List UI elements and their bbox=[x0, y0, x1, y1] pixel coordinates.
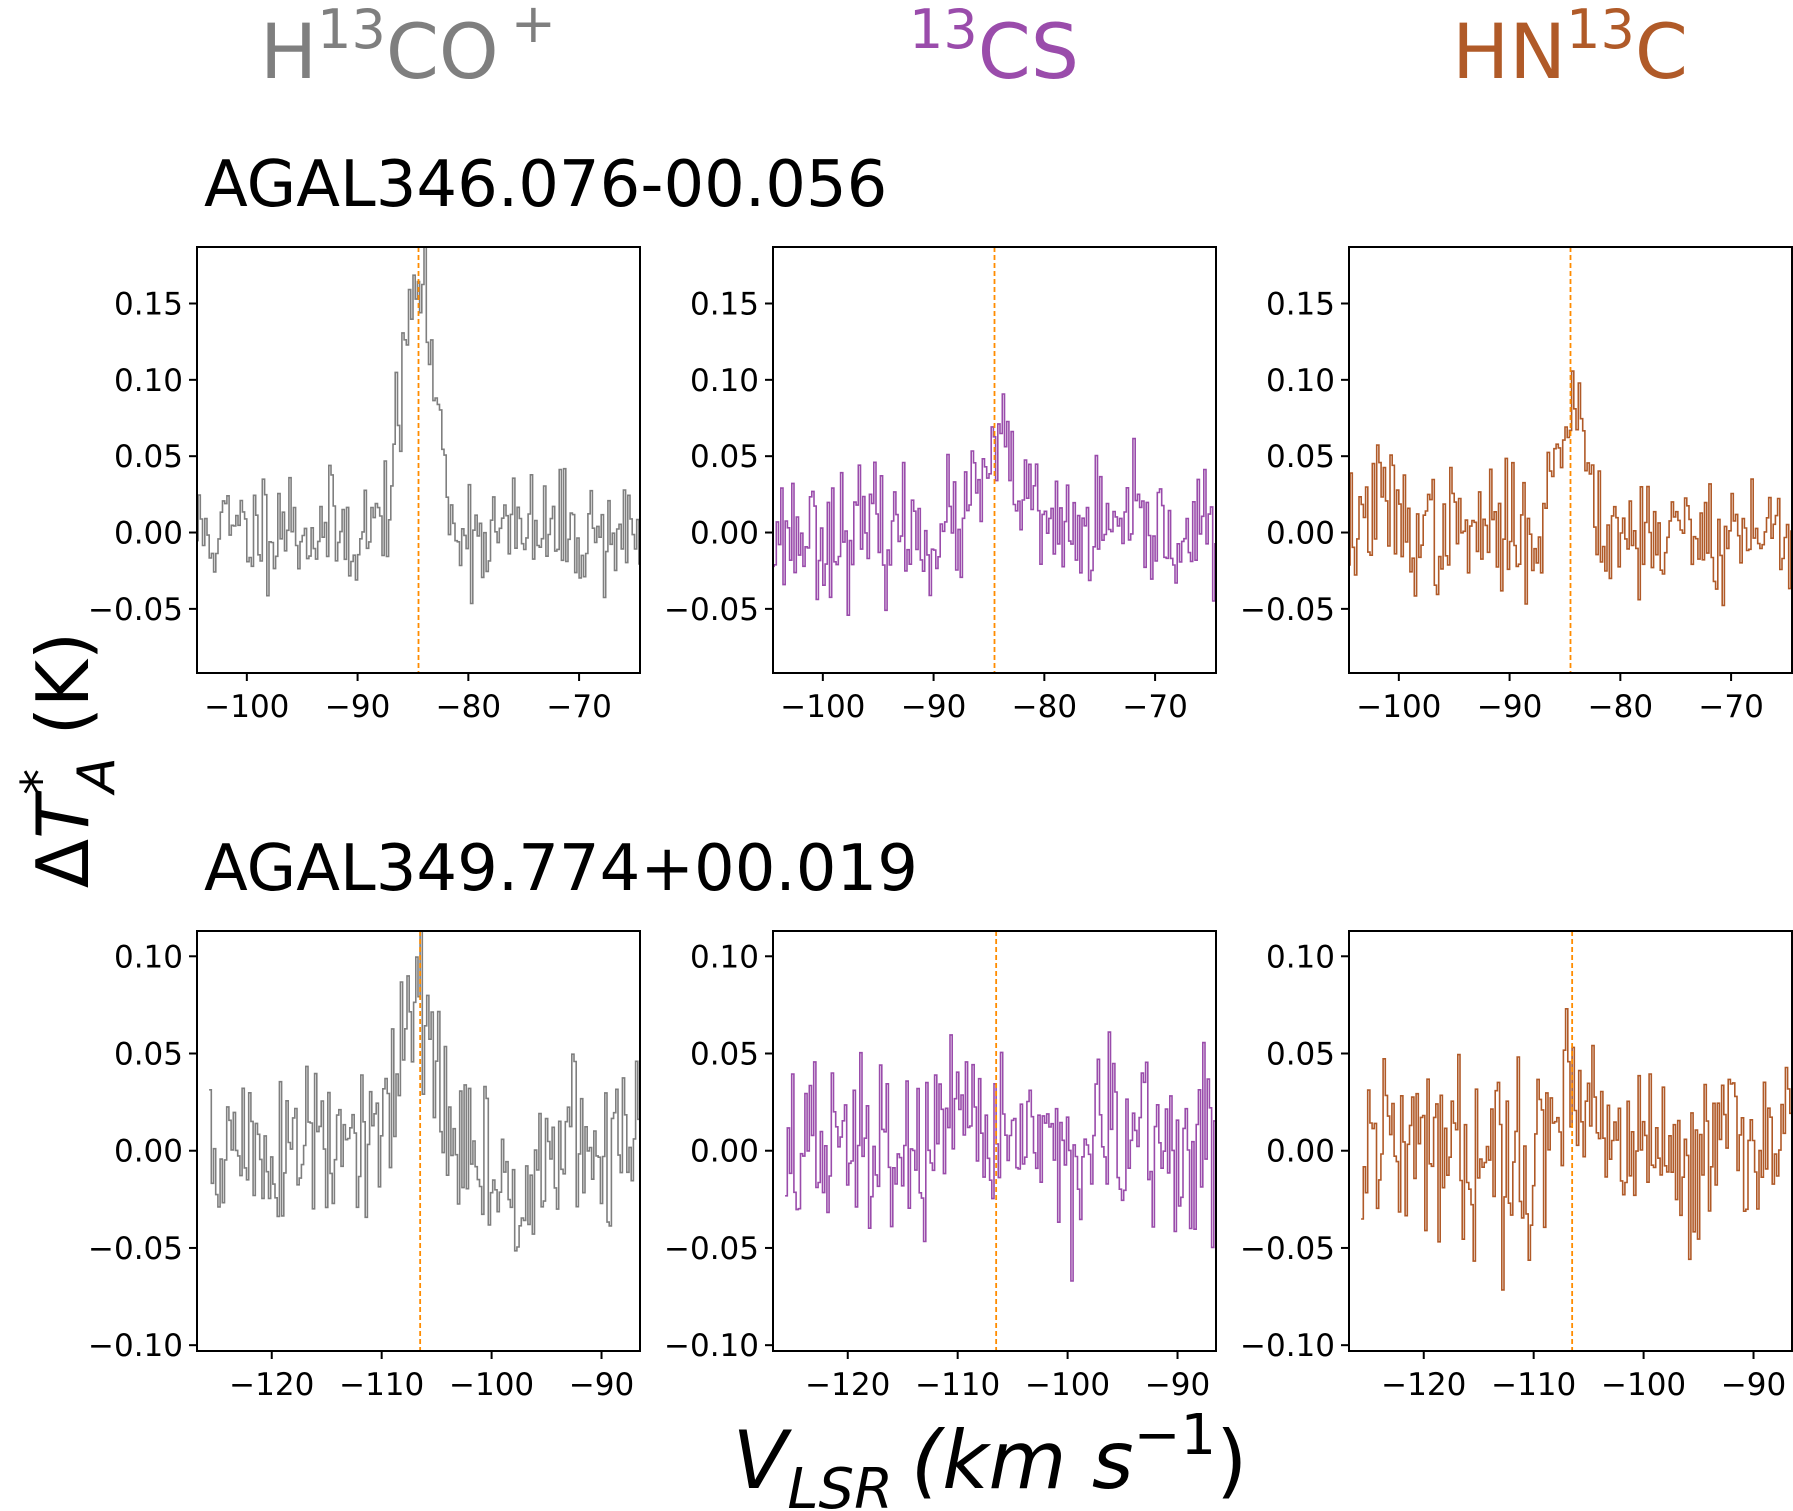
panel-frame bbox=[772, 246, 1217, 674]
panel-row1-hn13c: 0.15 0.10 0.05 0.00 −0.05 −100 −90 −80 −70 bbox=[1240, 246, 1793, 725]
x-tick-label: −90 bbox=[1721, 1367, 1786, 1403]
y-tick-label: −0.05 bbox=[1240, 1231, 1335, 1267]
x-tick-label: −110 bbox=[1491, 1367, 1576, 1403]
y-tick-label: −0.05 bbox=[1240, 592, 1335, 628]
x-tick-label: −70 bbox=[546, 689, 611, 725]
y-tick-label: 0.00 bbox=[1266, 516, 1335, 552]
x-tick-label: −80 bbox=[1012, 689, 1077, 725]
x-tick-label: −70 bbox=[1122, 689, 1187, 725]
y-tick-label: 0.10 bbox=[690, 363, 759, 399]
y-tick-label: −0.10 bbox=[664, 1328, 759, 1364]
y-tick-label: −0.05 bbox=[664, 592, 759, 628]
panel-frame bbox=[196, 246, 641, 674]
panel-row2-13cs: 0.10 0.05 0.00 −0.05 −0.10 −120 −110 −100 −90 bbox=[664, 930, 1217, 1403]
y-tick-label: 0.10 bbox=[1266, 939, 1335, 975]
x-tick-label: −90 bbox=[569, 1367, 634, 1403]
y-tick-label: 0.15 bbox=[690, 286, 759, 322]
panel-frame bbox=[196, 930, 641, 1352]
panel-row1-h13co: 0.15 0.10 0.05 0.00 −0.05 −100 −90 −80 −70 bbox=[88, 246, 641, 725]
y-tick-label: −0.05 bbox=[88, 592, 183, 628]
spectrum-line bbox=[773, 393, 1216, 616]
y-axis-label: ΔT*A(K) bbox=[11, 632, 127, 888]
y-tick-label: 0.15 bbox=[1266, 286, 1335, 322]
y-tick-label: 0.10 bbox=[114, 939, 183, 975]
y-tick-label: −0.05 bbox=[664, 1231, 759, 1267]
column-title-h13co: H13CO + bbox=[260, 0, 556, 96]
y-tick-label: −0.05 bbox=[88, 1231, 183, 1267]
y-tick-label: 0.05 bbox=[1266, 439, 1335, 475]
x-tick-label: −110 bbox=[339, 1367, 424, 1403]
x-tick-label: −100 bbox=[1025, 1367, 1110, 1403]
x-tick-label: −100 bbox=[204, 689, 289, 725]
x-tick-label: −110 bbox=[915, 1367, 1000, 1403]
y-tick-label: 0.05 bbox=[114, 439, 183, 475]
y-tick-label: 0.05 bbox=[1266, 1037, 1335, 1073]
x-axis-label: VLSR (km s−1) bbox=[733, 1403, 1248, 1511]
x-tick-label: −80 bbox=[436, 689, 501, 725]
y-tick-label: −0.10 bbox=[88, 1328, 183, 1364]
y-tick-label: 0.10 bbox=[1266, 363, 1335, 399]
y-tick-label: 0.15 bbox=[114, 286, 183, 322]
x-tick-label: −120 bbox=[1381, 1367, 1466, 1403]
y-tick-label: 0.05 bbox=[690, 1037, 759, 1073]
panel-row1-13cs: 0.15 0.10 0.05 0.00 −0.05 −100 −90 −80 −70 bbox=[664, 246, 1217, 725]
spectrum-line bbox=[1361, 1008, 1792, 1291]
spectrum-line bbox=[785, 1031, 1216, 1282]
spectrum-line bbox=[209, 931, 640, 1252]
panel-frame bbox=[772, 930, 1217, 1352]
panel-row2-hn13c: 0.10 0.05 0.00 −0.05 −0.10 −120 −110 −100 −90 bbox=[1240, 930, 1793, 1403]
x-tick-label: −90 bbox=[1145, 1367, 1210, 1403]
panel-frame bbox=[1348, 930, 1793, 1352]
row-title-2: AGAL349.774+00.019 bbox=[204, 832, 918, 906]
y-tick-label: 0.00 bbox=[1266, 1134, 1335, 1170]
y-tick-label: 0.00 bbox=[114, 1134, 183, 1170]
y-tick-label: −0.10 bbox=[1240, 1328, 1335, 1364]
y-tick-label: 0.10 bbox=[114, 363, 183, 399]
column-title-hn13c: HN13C bbox=[1452, 0, 1688, 96]
x-tick-label: −80 bbox=[1588, 689, 1653, 725]
y-tick-label: 0.10 bbox=[690, 939, 759, 975]
x-tick-label: −90 bbox=[901, 689, 966, 725]
y-tick-label: 0.00 bbox=[690, 1134, 759, 1170]
x-tick-label: −90 bbox=[325, 689, 390, 725]
x-tick-label: −100 bbox=[1356, 689, 1441, 725]
y-tick-label: 0.05 bbox=[690, 439, 759, 475]
x-tick-label: −120 bbox=[229, 1367, 314, 1403]
y-tick-label: 0.00 bbox=[114, 516, 183, 552]
spectrum-line bbox=[1349, 370, 1792, 607]
x-tick-label: −100 bbox=[780, 689, 865, 725]
x-tick-label: −120 bbox=[805, 1367, 890, 1403]
x-tick-label: −100 bbox=[449, 1367, 534, 1403]
panel-frame bbox=[1348, 246, 1793, 674]
row-title-1: AGAL346.076-00.056 bbox=[204, 148, 887, 222]
column-title-13cs: 13CS bbox=[909, 0, 1079, 96]
y-tick-label: 0.00 bbox=[690, 516, 759, 552]
panel-row2-h13co: 0.10 0.05 0.00 −0.05 −0.10 −120 −110 −100 −90 bbox=[88, 930, 641, 1403]
x-tick-label: −70 bbox=[1698, 689, 1763, 725]
x-tick-label: −90 bbox=[1477, 689, 1542, 725]
x-tick-label: −100 bbox=[1601, 1367, 1686, 1403]
y-tick-label: 0.05 bbox=[114, 1037, 183, 1073]
